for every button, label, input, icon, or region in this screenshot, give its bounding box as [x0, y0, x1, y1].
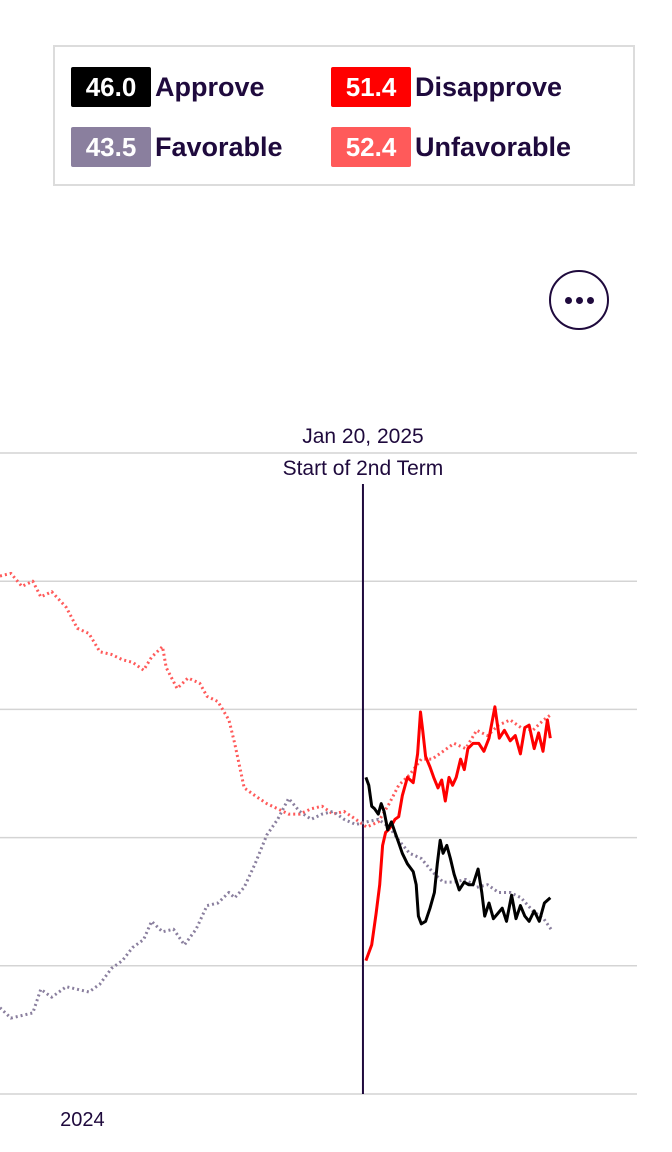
more-options-button[interactable]	[549, 270, 609, 330]
legend-item-favorable: 43.5 Favorable	[71, 127, 283, 167]
approve-label: Approve	[155, 71, 265, 102]
ellipsis-icon-dot-2	[575, 296, 583, 304]
unfavorable-label: Unfavorable	[415, 131, 572, 162]
legend: 46.0 Approve 51.4 Disapprove 43.5 Favora…	[53, 45, 635, 186]
series-line-unfavorable	[0, 571, 552, 829]
legend-item-unfavorable: 52.4 Unfavorable	[331, 127, 571, 167]
legend-item-approve: 46.0 Approve	[71, 67, 265, 107]
series-line-approve	[364, 776, 552, 926]
favorable-label: Favorable	[155, 131, 283, 162]
series-line-favorable	[0, 796, 553, 1020]
legend-item-disapprove: 51.4 Disapprove	[331, 67, 562, 107]
disapprove-label: Disapprove	[415, 71, 563, 102]
term-start-label: Start of 2nd Term	[283, 457, 444, 480]
series-lines	[0, 571, 553, 1020]
favorable-value-badge: 43.5	[71, 127, 151, 167]
ellipsis-icon-dot-1	[564, 296, 572, 304]
series-line-disapprove	[364, 705, 552, 962]
grid-lines	[0, 452, 637, 1095]
x-tick-label: 2024	[60, 1109, 105, 1131]
approve-value-badge: 46.0	[71, 67, 151, 107]
x-axis-ticks: 2024	[60, 1109, 105, 1131]
ellipsis-icon-dot-3	[586, 296, 594, 304]
unfavorable-value-badge: 52.4	[331, 127, 411, 167]
disapprove-value-badge: 51.4	[331, 67, 411, 107]
term-start-date: Jan 20, 2025	[302, 425, 423, 448]
